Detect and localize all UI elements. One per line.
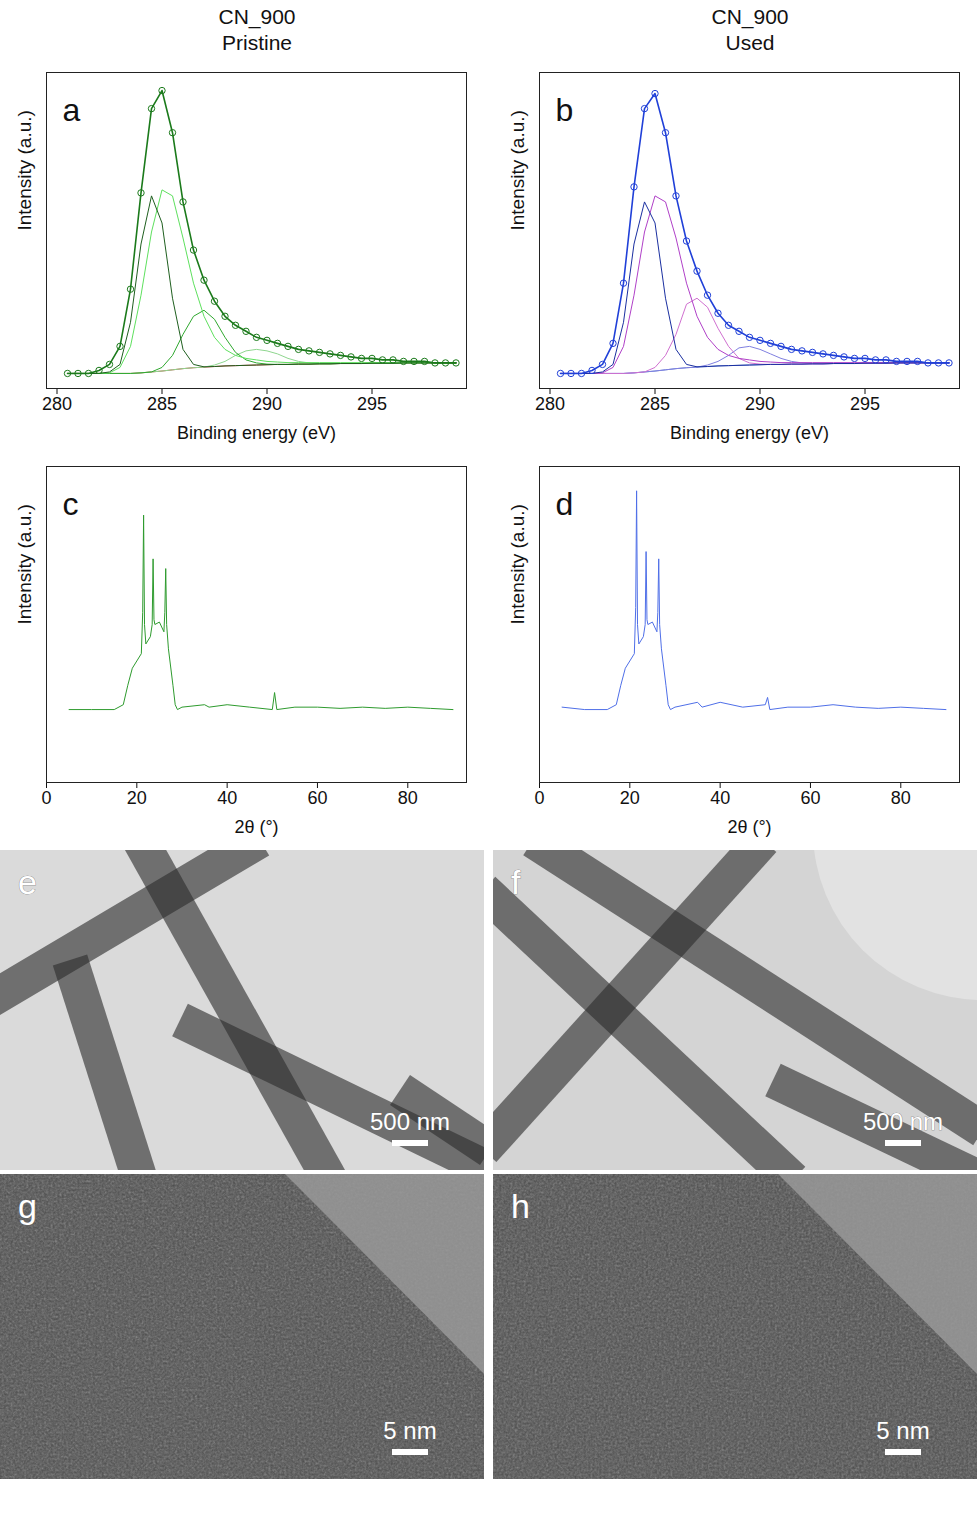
- svg-text:280: 280: [42, 394, 72, 414]
- svg-text:2θ (°): 2θ (°): [234, 817, 278, 837]
- svg-text:0: 0: [534, 788, 544, 808]
- svg-text:Binding energy (eV): Binding energy (eV): [177, 423, 336, 443]
- html-text:CN_900: CN_900: [711, 5, 789, 28]
- svg-text:h: h: [511, 1187, 530, 1225]
- svg-text:Binding energy (eV): Binding energy (eV): [670, 423, 829, 443]
- svg-text:g: g: [18, 1187, 37, 1225]
- svg-text:0: 0: [41, 788, 51, 808]
- html-text:CN_900: CN_900: [218, 5, 296, 28]
- svg-text:2θ (°): 2θ (°): [727, 817, 771, 837]
- svg-text:295: 295: [850, 394, 880, 414]
- svg-text:f: f: [511, 863, 521, 901]
- svg-text:500 nm: 500 nm: [370, 1108, 450, 1135]
- svg-text:60: 60: [307, 788, 327, 808]
- svg-text:c: c: [63, 486, 79, 522]
- svg-text:290: 290: [745, 394, 775, 414]
- svg-text:60: 60: [800, 788, 820, 808]
- svg-text:40: 40: [710, 788, 730, 808]
- svg-text:80: 80: [891, 788, 911, 808]
- svg-text:b: b: [556, 92, 574, 128]
- svg-text:280: 280: [535, 394, 565, 414]
- svg-text:Intensity (a.u.): Intensity (a.u.): [507, 504, 528, 624]
- svg-text:290: 290: [252, 394, 282, 414]
- svg-text:Intensity (a.u.): Intensity (a.u.): [14, 504, 35, 624]
- html-text:Used: Used: [725, 31, 775, 55]
- svg-text:285: 285: [640, 394, 670, 414]
- svg-text:5 nm: 5 nm: [876, 1417, 929, 1444]
- svg-text:e: e: [18, 863, 37, 901]
- svg-text:285: 285: [147, 394, 177, 414]
- svg-text:5 nm: 5 nm: [383, 1417, 436, 1444]
- svg-text:40: 40: [217, 788, 237, 808]
- svg-text:d: d: [556, 486, 574, 522]
- svg-text:295: 295: [357, 394, 387, 414]
- svg-text:20: 20: [127, 788, 147, 808]
- html-text:Pristine: Pristine: [222, 31, 292, 55]
- svg-text:500 nm: 500 nm: [863, 1108, 943, 1135]
- svg-text:20: 20: [620, 788, 640, 808]
- svg-text:Intensity (a.u.): Intensity (a.u.): [14, 110, 35, 230]
- svg-text:Intensity (a.u.): Intensity (a.u.): [507, 110, 528, 230]
- svg-text:80: 80: [398, 788, 418, 808]
- svg-text:a: a: [63, 92, 81, 128]
